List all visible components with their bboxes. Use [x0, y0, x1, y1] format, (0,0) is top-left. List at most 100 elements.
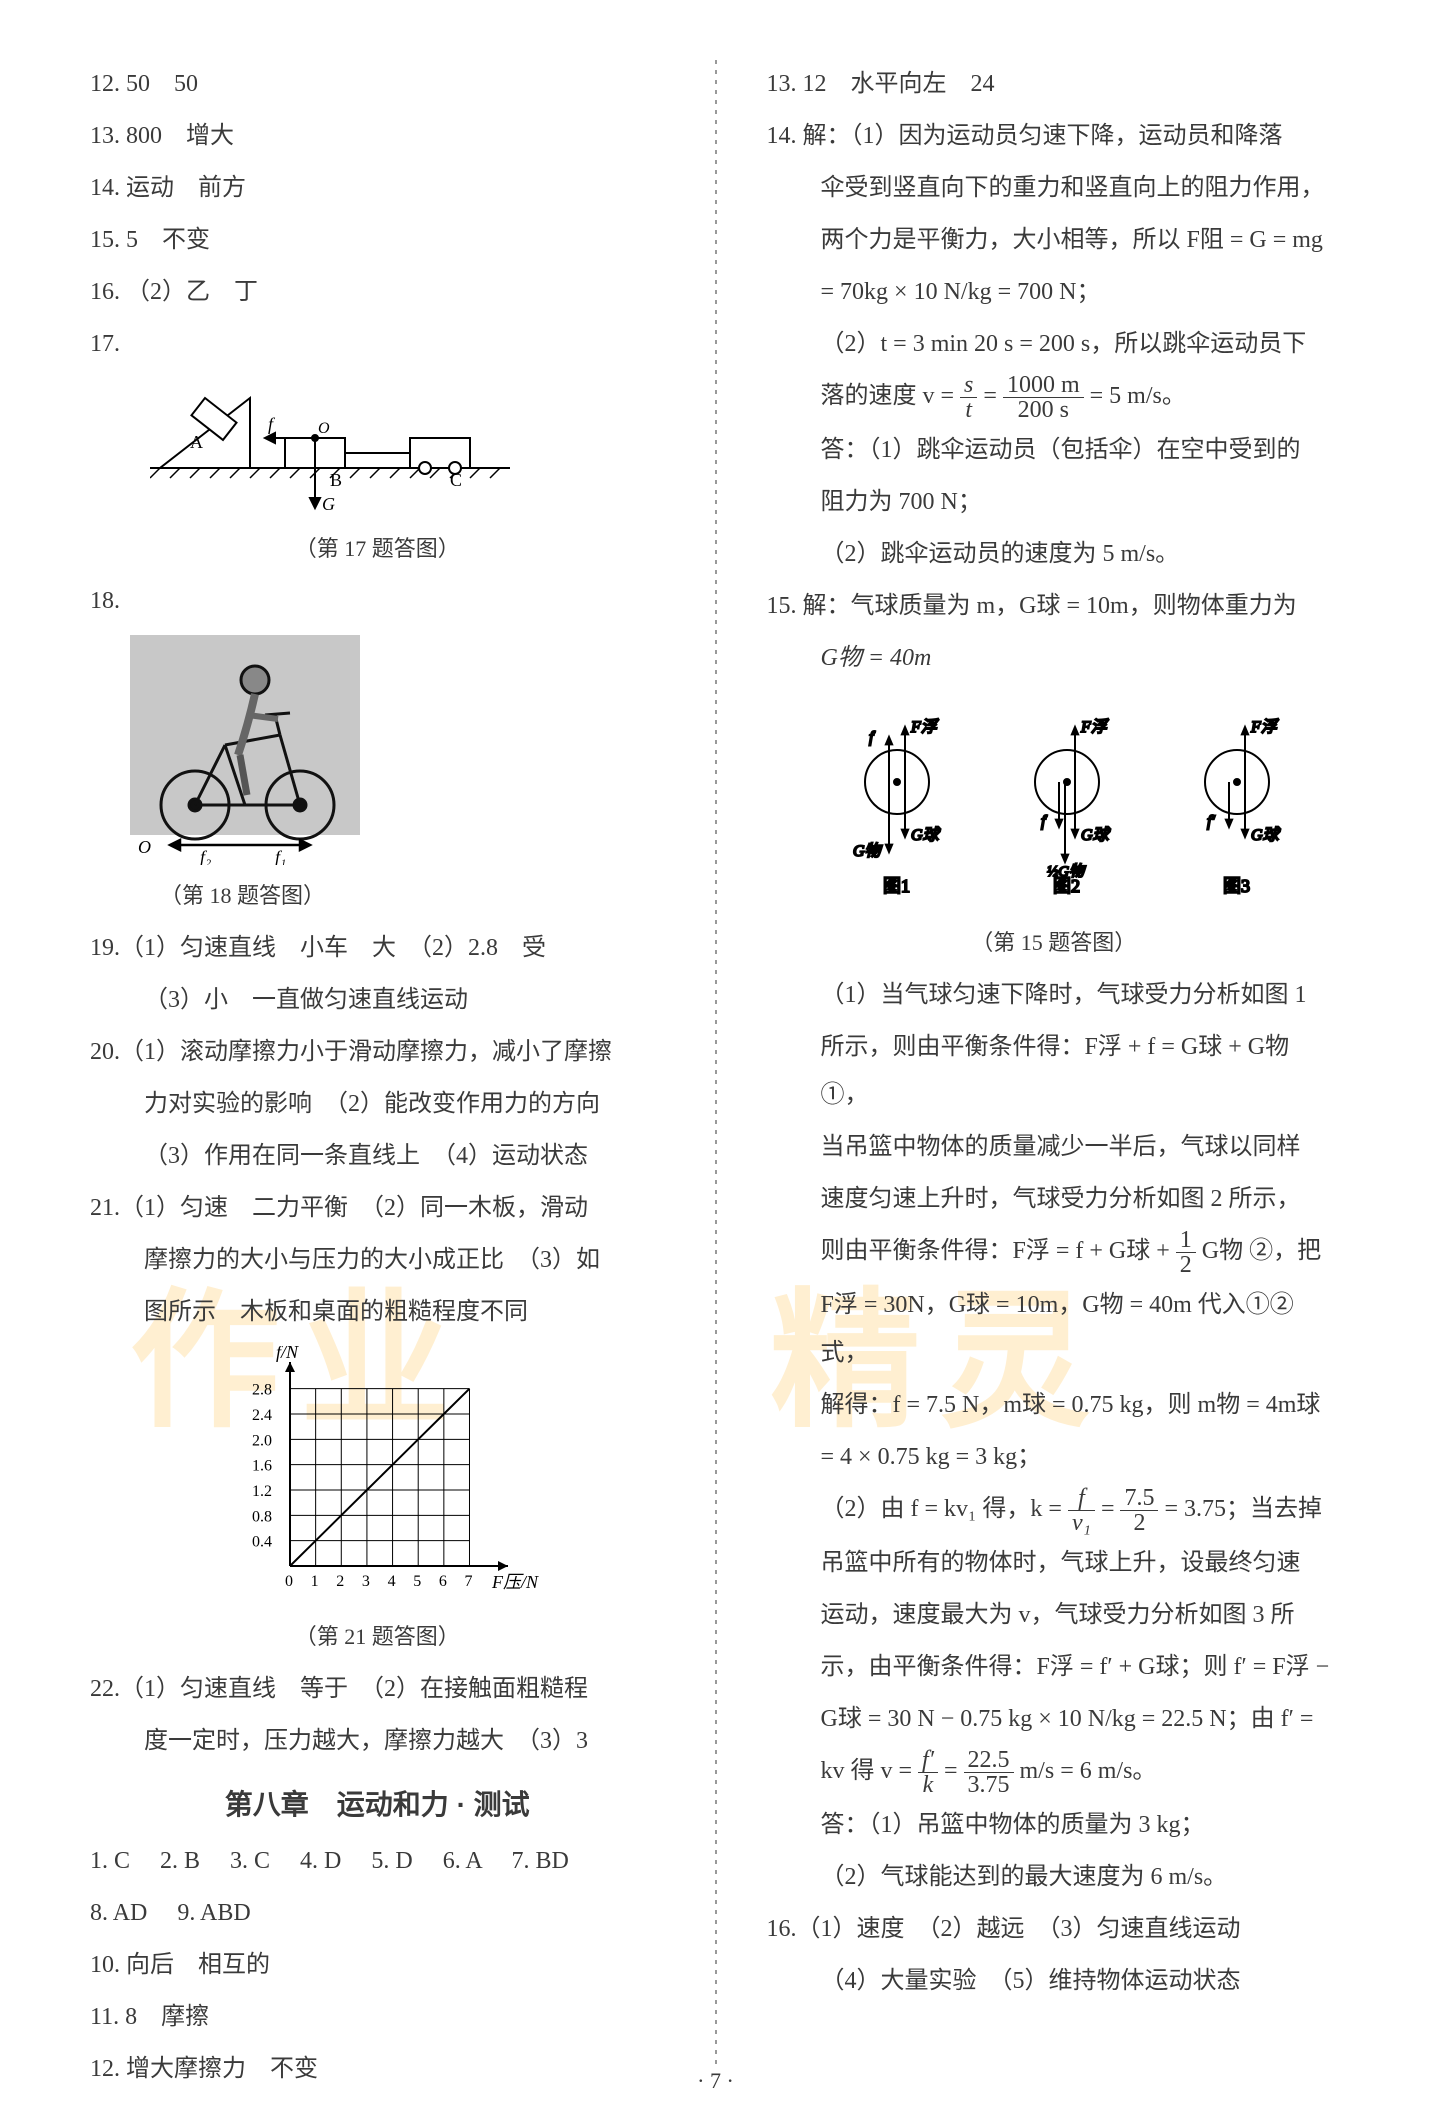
svg-text:f′: f′: [1207, 813, 1215, 830]
r-15-b7: = 4 × 0.75 kg = 3 kg；: [767, 1433, 1342, 1481]
r-15-b1: （1）当气球匀速下降时，气球受力分析如图 1: [767, 971, 1342, 1019]
svg-text:f₂: f₂: [200, 847, 211, 865]
r-14d: = 70kg × 10 N/kg = 700 N；: [767, 268, 1342, 316]
svg-text:图1: 图1: [883, 876, 910, 896]
ans-18-n: 18.: [90, 577, 665, 625]
r-14c: 两个力是平衡力，大小相等，所以 F阻 = G = mg: [767, 216, 1342, 264]
r-15-b13: （2）气球能达到的最大速度为 6 m/s。: [767, 1853, 1342, 1901]
chart-21-caption: （第 21 题答图）: [90, 1619, 665, 1651]
svg-text:G球: G球: [1251, 826, 1281, 844]
svg-text:2: 2: [336, 1573, 344, 1590]
ans-21c: 图所示 木板和桌面的粗糙程度不同: [90, 1288, 665, 1336]
tail-11: 11. 8 摩擦: [90, 1993, 665, 2041]
ans-20: 20.（1）滚动摩擦力小于滑动摩擦力，减小了摩擦: [90, 1028, 665, 1076]
svg-text:f: f: [1041, 813, 1048, 830]
r-14-frac: 落的速度 v = st = 1000 m200 s = 5 m/s。: [767, 372, 1342, 422]
svg-text:0.8: 0.8: [252, 1508, 272, 1525]
svg-text:2.8: 2.8: [252, 1382, 272, 1399]
svg-text:G球: G球: [1081, 826, 1111, 844]
svg-text:G: G: [322, 494, 335, 514]
r-14e: （2）t = 3 min 20 s = 200 s，所以跳伞运动员下: [767, 320, 1342, 368]
svg-text:F浮: F浮: [1250, 718, 1279, 736]
svg-text:G物: G物: [853, 842, 883, 860]
r-15-b12: 答：（1）吊篮中物体的质量为 3 kg；: [767, 1801, 1342, 1849]
svg-text:F压/N: F压/N: [491, 1572, 539, 1592]
r-15-b8: 吊篮中所有的物体时，气球上升，设最终匀速: [767, 1539, 1342, 1587]
r-14b: 伞受到竖直向下的重力和竖直向上的阻力作用，: [767, 164, 1342, 212]
r-15-b3: 当吊篮中物体的质量减少一半后，气球以同样: [767, 1123, 1342, 1171]
svg-text:O: O: [138, 837, 151, 857]
r-15-b4: 速度匀速上升时，气球受力分析如图 2 所示，: [767, 1175, 1342, 1223]
right-column: 13. 12 水平向左 24 14. 解：（1）因为运动员匀速下降，运动员和降落…: [767, 60, 1342, 2070]
svg-text:B: B: [330, 470, 342, 490]
ans-21b: 摩擦力的大小与压力的大小成正比 （3）如: [90, 1236, 665, 1284]
tail-10: 10. 向后 相互的: [90, 1941, 665, 1989]
r-15-b2: 所示，则由平衡条件得：F浮 + f = G球 + G物 ①，: [767, 1023, 1342, 1119]
r-15-b9: 运动，速度最大为 v，气球受力分析如图 3 所: [767, 1591, 1342, 1639]
svg-text:f: f: [869, 729, 876, 746]
r-15-b5: F浮 = 30N，G球 = 10m，G物 = 40m 代入①②式，: [767, 1281, 1342, 1377]
ans-15: 15. 5 不变: [90, 216, 665, 264]
r-14h: （2）跳伞运动员的速度为 5 m/s。: [767, 530, 1342, 578]
r-15-b11: G球 = 30 N − 0.75 kg × 10 N/kg = 22.5 N；由…: [767, 1695, 1342, 1743]
r-14f: 答：（1）跳伞运动员（包括伞）在空中受到的: [767, 426, 1342, 474]
ans-19b: （3）小 一直做匀速直线运动: [90, 976, 665, 1024]
svg-text:4: 4: [388, 1573, 396, 1590]
mc-row-2: 8. AD 9. ABD: [90, 1889, 665, 1937]
figure-18: O f₂ f₁: [130, 635, 665, 870]
figure-15: F浮G球fG物图1F浮G球f½G物图2F浮G球f′图3: [807, 692, 1342, 917]
svg-text:F浮: F浮: [910, 718, 939, 736]
r-15-f3: kv 得 v = f′k = 22.53.75 m/s = 6 m/s。: [767, 1747, 1342, 1797]
svg-text:0: 0: [285, 1573, 293, 1590]
r-15-b6: 解得：f = 7.5 N，m球 = 0.75 kg，则 m物 = 4m球: [767, 1381, 1342, 1429]
svg-text:C: C: [450, 470, 462, 490]
r-15-f1: 则由平衡条件得：F浮 = f + G球 + 12 G物 ②，把: [767, 1227, 1342, 1277]
figure-18-caption: （第 18 题答图）: [90, 878, 665, 910]
r-15: 15. 解：气球质量为 m，G球 = 10m，则物体重力为: [767, 582, 1342, 630]
left-column: 12. 50 50 13. 800 增大 14. 运动 前方 15. 5 不变 …: [90, 60, 665, 2070]
svg-text:1.6: 1.6: [252, 1458, 272, 1475]
ans-22b: 度一定时，压力越大，摩擦力越大 （3）3: [90, 1717, 665, 1765]
chart-21: 012345670.40.81.21.62.02.42.8F压/Nf/N: [240, 1346, 665, 1611]
ans-21: 21.（1）匀速 二力平衡 （2）同一木板，滑动: [90, 1184, 665, 1232]
figure-15-caption: （第 15 题答图）: [767, 925, 1342, 957]
r-14: 14. 解：（1）因为运动员匀速下降，运动员和降落: [767, 112, 1342, 160]
page-columns: 12. 50 50 13. 800 增大 14. 运动 前方 15. 5 不变 …: [90, 60, 1341, 2070]
svg-text:F浮: F浮: [1080, 718, 1109, 736]
figure-17-caption: （第 17 题答图）: [90, 531, 665, 563]
ans-12: 12. 50 50: [90, 60, 665, 108]
svg-text:G球: G球: [911, 826, 941, 844]
ans-14: 14. 运动 前方: [90, 164, 665, 212]
svg-text:图3: 图3: [1223, 876, 1250, 896]
svg-text:A: A: [190, 432, 203, 452]
svg-text:2.4: 2.4: [252, 1407, 272, 1424]
svg-text:7: 7: [464, 1573, 472, 1590]
svg-text:图2: 图2: [1053, 876, 1080, 896]
svg-text:1.2: 1.2: [252, 1483, 272, 1500]
section-title: 第八章 运动和力 · 测试: [90, 1783, 665, 1823]
r-16b: （4）大量实验 （5）维持物体运动状态: [767, 1957, 1342, 2005]
ans-20c: （3）作用在同一条直线上 （4）运动状态: [90, 1132, 665, 1180]
r-16: 16.（1）速度 （2）越远 （3）匀速直线运动: [767, 1905, 1342, 1953]
column-divider: [715, 60, 717, 2070]
ans-20b: 力对实验的影响 （2）能改变作用力的方向: [90, 1080, 665, 1128]
ans-22: 22.（1）匀速直线 等于 （2）在接触面粗糙程: [90, 1665, 665, 1713]
r-13: 13. 12 水平向左 24: [767, 60, 1342, 108]
svg-text:f₁: f₁: [275, 847, 286, 865]
ans-13: 13. 800 增大: [90, 112, 665, 160]
r-15-b10: 示，由平衡条件得：F浮 = f′ + G球；则 f′ = F浮 −: [767, 1643, 1342, 1691]
svg-text:1: 1: [311, 1573, 319, 1590]
figure-17: A f O B C G: [150, 378, 665, 523]
r-15-f2: （2）由 f = kv₁ 得，k = fv₁ = 7.52 = 3.75；当去掉: [767, 1485, 1342, 1535]
svg-text:2.0: 2.0: [252, 1432, 272, 1449]
mc-row-1: 1. C 2. B 3. C 4. D 5. D 6. A 7. BD: [90, 1837, 665, 1885]
r-15b: G物 = 40m: [767, 634, 1342, 682]
page-number: · 7 ·: [0, 2068, 1431, 2094]
r-14g: 阻力为 700 N；: [767, 478, 1342, 526]
svg-text:3: 3: [362, 1573, 370, 1590]
ans-17-n: 17.: [90, 320, 665, 368]
svg-text:5: 5: [413, 1573, 421, 1590]
ans-16: 16. （2）乙 丁: [90, 268, 665, 316]
svg-text:O: O: [318, 420, 330, 437]
svg-text:0.4: 0.4: [252, 1534, 272, 1551]
